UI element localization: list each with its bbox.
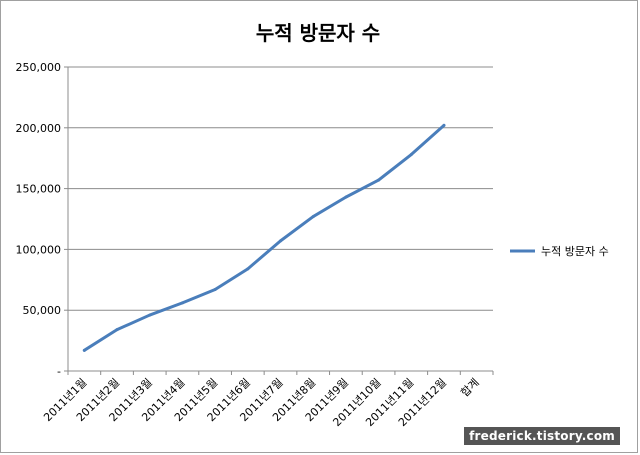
data-point bbox=[180, 301, 184, 305]
data-point bbox=[246, 267, 250, 271]
y-tick-label: 250,000 bbox=[16, 61, 62, 74]
y-tick-label: 200,000 bbox=[16, 122, 62, 135]
data-point bbox=[82, 348, 86, 352]
data-point bbox=[279, 239, 282, 243]
data-point bbox=[213, 288, 217, 292]
series-line bbox=[82, 123, 446, 352]
data-point bbox=[148, 313, 152, 317]
y-tick-label: 100,000 bbox=[16, 243, 62, 256]
data-point bbox=[115, 328, 119, 332]
watermark: frederick.tistory.com bbox=[464, 427, 620, 445]
chart-title: 누적 방문자 수 bbox=[256, 21, 380, 45]
legend-label: 누적 방문자 수 bbox=[541, 245, 609, 258]
gridlines bbox=[68, 66, 493, 311]
y-tick-label: 50,000 bbox=[23, 304, 62, 317]
data-point bbox=[442, 123, 446, 127]
series-layer bbox=[82, 123, 446, 352]
y-axis-tick-labels: - 50,000 100,000 150,000 200,000 250,000 bbox=[16, 61, 62, 378]
data-point bbox=[344, 195, 348, 199]
data-point bbox=[311, 215, 315, 219]
x-axis-tick-labels: 2011년1월2011년2월2011년3월2011년4월2011년5월2011년… bbox=[41, 376, 482, 429]
y-tick-label: 150,000 bbox=[16, 183, 62, 196]
legend: 누적 방문자 수 bbox=[510, 245, 609, 258]
data-point bbox=[377, 178, 381, 182]
x-tick-label: 합계 bbox=[458, 376, 482, 400]
data-point bbox=[409, 153, 413, 157]
axes bbox=[64, 66, 494, 375]
y-tick-label: - bbox=[57, 365, 61, 378]
